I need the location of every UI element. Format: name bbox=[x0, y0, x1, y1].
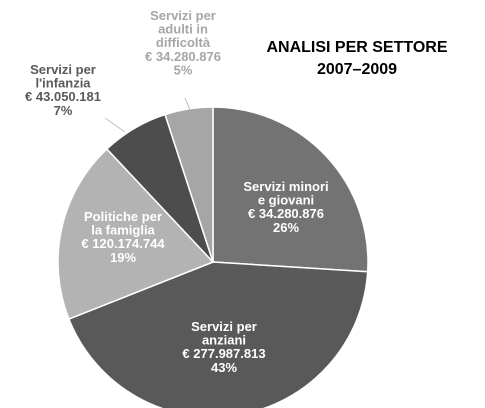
slice-label: Servizi per anziani € 277.987.813 43% bbox=[182, 319, 265, 375]
amount-label: € 120.174.744 bbox=[81, 237, 165, 252]
category-line: Servizi per bbox=[150, 8, 216, 23]
title-box: ANALISI PER SETTORE 2007–2009 bbox=[266, 39, 447, 78]
slice-label: Servizi per adulti in difficoltà € 34.280.8… bbox=[145, 8, 221, 77]
category-label: Servizi minori e giovani bbox=[243, 179, 328, 208]
category-line: l'infanzia bbox=[35, 76, 91, 91]
slice-label: Politiche per la famiglia € 120.174.744 19% bbox=[81, 209, 165, 265]
slice bbox=[57, 147, 215, 321]
value-label: 19% bbox=[110, 250, 136, 265]
leader-line bbox=[184, 97, 191, 111]
title-line: ANALISI PER SETTORE bbox=[266, 39, 447, 56]
value-label: 5% bbox=[174, 63, 193, 78]
value-label: 26% bbox=[273, 220, 299, 235]
slice-label: Servizi minori e giovani € 34.280.876 26% bbox=[243, 179, 328, 235]
slice-label: Servizi per l'infanzia € 43.050.181 7% bbox=[25, 62, 101, 118]
category-label: Servizi per adulti in difficoltà bbox=[150, 8, 216, 50]
value-label: 43% bbox=[211, 360, 237, 375]
category-line: anziani bbox=[202, 333, 246, 348]
category-line: Politiche per bbox=[84, 209, 162, 224]
leader-line bbox=[104, 117, 126, 133]
category-line: difficoltà bbox=[156, 36, 211, 51]
category-line: e giovani bbox=[258, 193, 314, 208]
slice bbox=[164, 106, 214, 263]
category-line: Servizi minori bbox=[243, 179, 328, 194]
category-line: Servizi per bbox=[191, 319, 257, 334]
slice bbox=[212, 106, 369, 273]
category-label: Servizi per anziani bbox=[191, 319, 257, 348]
category-line: la famiglia bbox=[91, 223, 155, 238]
chart-title: ANALISI PER SETTORE 2007–2009 bbox=[266, 39, 447, 78]
slice bbox=[67, 261, 369, 408]
value-label: 7% bbox=[54, 103, 73, 118]
amount-label: € 34.280.876 bbox=[248, 207, 324, 222]
category-line: adulti in bbox=[158, 22, 208, 37]
slices bbox=[57, 106, 369, 408]
category-label: Politiche per la famiglia bbox=[84, 209, 162, 238]
category-line: Servizi per bbox=[30, 62, 96, 77]
amount-label: € 43.050.181 bbox=[25, 90, 101, 105]
title-line: 2007–2009 bbox=[317, 61, 397, 78]
amount-label: € 34.280.876 bbox=[145, 49, 221, 64]
category-label: Servizi per l'infanzia bbox=[30, 62, 96, 91]
labels: Servizi minori e giovani € 34.280.876 26%Se… bbox=[25, 8, 329, 375]
amount-label: € 277.987.813 bbox=[182, 347, 265, 362]
